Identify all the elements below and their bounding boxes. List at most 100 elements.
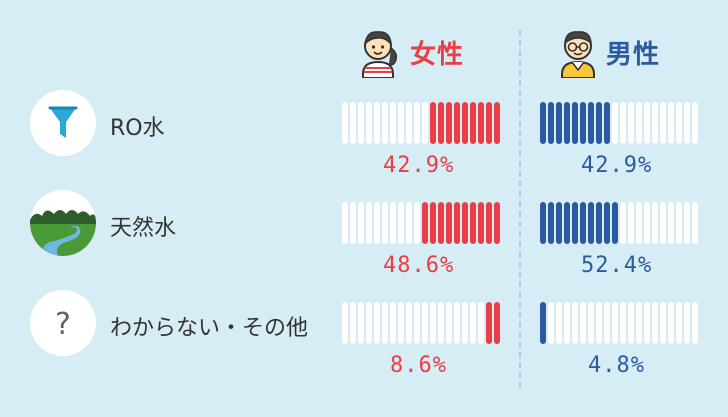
bar-segment-empty: [636, 102, 642, 144]
bar-segment-empty: [652, 102, 658, 144]
bar-segment-empty: [660, 302, 666, 344]
bar-segment-empty: [374, 102, 380, 144]
bar-segment-empty: [620, 102, 626, 144]
row-icon-circle: [30, 190, 96, 256]
bar-segment-empty: [414, 102, 420, 144]
bar-segment-filled: [454, 202, 460, 244]
bar-segment-empty: [366, 302, 372, 344]
bar-segment-empty: [342, 102, 348, 144]
bar-segment-empty: [564, 302, 570, 344]
female-header-label: 女性: [410, 40, 465, 70]
bar-segment-empty: [406, 202, 412, 244]
bar-segment-filled: [446, 102, 452, 144]
female-bar-group-ro: [342, 102, 500, 144]
male-percent-label: 42.9%: [581, 153, 653, 178]
bar-segment-filled: [564, 202, 570, 244]
bar-segment-empty: [358, 102, 364, 144]
bar-segment-empty: [358, 302, 364, 344]
bar-segment-empty: [620, 302, 626, 344]
bar-segment-empty: [382, 102, 388, 144]
bar-segment-empty: [366, 202, 372, 244]
bar-segment-empty: [390, 102, 396, 144]
bar-segment-filled: [438, 102, 444, 144]
bar-segment-empty: [644, 202, 650, 244]
bar-segment-empty: [374, 302, 380, 344]
bar-segment-empty: [454, 302, 460, 344]
bar-segment-empty: [350, 202, 356, 244]
bar-segment-empty: [692, 302, 698, 344]
bar-segment-filled: [422, 202, 428, 244]
bar-segment-empty: [620, 202, 626, 244]
row-icon-circle: [30, 90, 96, 156]
male-avatar-icon: [556, 26, 600, 79]
bar-segment-empty: [660, 202, 666, 244]
bar-segment-filled: [478, 202, 484, 244]
bar-segment-empty: [668, 302, 674, 344]
bar-segment-empty: [588, 302, 594, 344]
bar-segment-empty: [382, 302, 388, 344]
bar-segment-filled: [604, 102, 610, 144]
bar-segment-empty: [390, 202, 396, 244]
bar-segment-filled: [478, 102, 484, 144]
bar-segment-filled: [548, 202, 554, 244]
bar-segment-empty: [612, 102, 618, 144]
bar-segment-empty: [684, 102, 690, 144]
bar-segment-empty: [350, 302, 356, 344]
bar-segment-empty: [422, 302, 428, 344]
row-label: 天然水: [110, 216, 177, 241]
bar-segment-filled: [494, 202, 500, 244]
male-bar-group-other: [540, 302, 698, 344]
bar-segment-empty: [406, 102, 412, 144]
bar-segment-filled: [454, 102, 460, 144]
bar-segment-filled: [580, 202, 586, 244]
bar-segment-empty: [342, 202, 348, 244]
bar-segment-filled: [486, 302, 492, 344]
row-icon-circle: ?: [30, 290, 96, 356]
bar-segment-empty: [446, 302, 452, 344]
bar-segment-empty: [462, 302, 468, 344]
bar-segment-empty: [676, 302, 682, 344]
bar-segment-empty: [580, 302, 586, 344]
bar-segment-filled: [540, 202, 546, 244]
bar-segment-empty: [390, 302, 396, 344]
bar-segment-empty: [422, 102, 428, 144]
male-percent-label: 52.4%: [581, 253, 653, 278]
male-percent-label: 4.8%: [588, 353, 645, 378]
bar-segment-empty: [548, 302, 554, 344]
bar-segment-filled: [604, 202, 610, 244]
bar-segment-empty: [350, 102, 356, 144]
bar-segment-filled: [596, 202, 602, 244]
landscape-river-icon: [30, 210, 96, 256]
female-percent-label: 42.9%: [383, 153, 455, 178]
row-label: わからない・その他: [110, 316, 309, 341]
bar-segment-empty: [660, 102, 666, 144]
funnel-icon: [48, 106, 78, 138]
column-divider: [519, 30, 521, 388]
bar-segment-empty: [692, 202, 698, 244]
male-header-label: 男性: [606, 40, 661, 70]
bar-segment-empty: [342, 302, 348, 344]
female-percent-label: 8.6%: [390, 353, 447, 378]
bar-segment-empty: [668, 102, 674, 144]
bar-segment-empty: [478, 302, 484, 344]
bar-segment-empty: [692, 102, 698, 144]
bar-segment-empty: [644, 102, 650, 144]
female-avatar-icon: [355, 26, 401, 79]
bar-segment-empty: [366, 102, 372, 144]
bar-segment-filled: [470, 102, 476, 144]
female-bar-group-other: [342, 302, 500, 344]
bar-segment-filled: [438, 202, 444, 244]
bar-segment-empty: [684, 302, 690, 344]
bar-segment-filled: [572, 102, 578, 144]
bar-segment-empty: [652, 302, 658, 344]
bar-segment-empty: [604, 302, 610, 344]
bar-segment-filled: [494, 102, 500, 144]
bar-segment-empty: [628, 302, 634, 344]
female-bar-group-natural: [342, 202, 500, 244]
bar-segment-empty: [398, 302, 404, 344]
bar-segment-filled: [540, 302, 546, 344]
bar-segment-empty: [684, 202, 690, 244]
bar-segment-empty: [374, 202, 380, 244]
bar-segment-empty: [382, 202, 388, 244]
bar-segment-filled: [596, 102, 602, 144]
